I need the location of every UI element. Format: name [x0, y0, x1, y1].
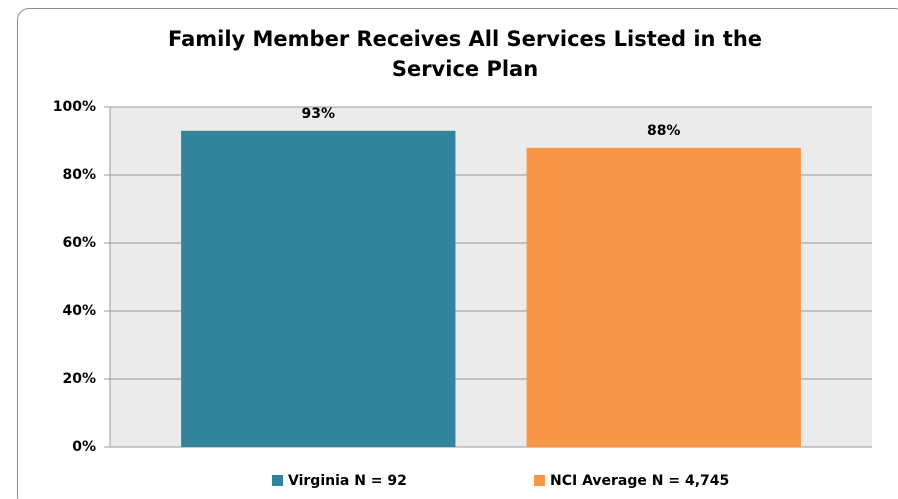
y-tick-label: 100% — [53, 99, 96, 115]
y-tick-label: 0% — [72, 439, 96, 455]
data-label: 88% — [647, 123, 681, 139]
chart-title: Family Member Receives All Services List… — [167, 27, 763, 81]
y-tick-label: 40% — [62, 303, 96, 319]
bar — [181, 130, 456, 448]
y-tick-label: 20% — [62, 371, 96, 387]
legend-swatch — [272, 475, 283, 486]
legend-label: Virginia N = 92 — [288, 473, 407, 489]
legend-swatch — [534, 475, 545, 486]
legend-label: NCI Average N = 4,745 — [550, 473, 729, 489]
y-tick-label: 80% — [62, 167, 96, 183]
data-label: 93% — [302, 106, 336, 122]
y-tick-label: 60% — [62, 235, 96, 251]
bar — [526, 147, 801, 448]
chart-frame — [17, 8, 898, 499]
